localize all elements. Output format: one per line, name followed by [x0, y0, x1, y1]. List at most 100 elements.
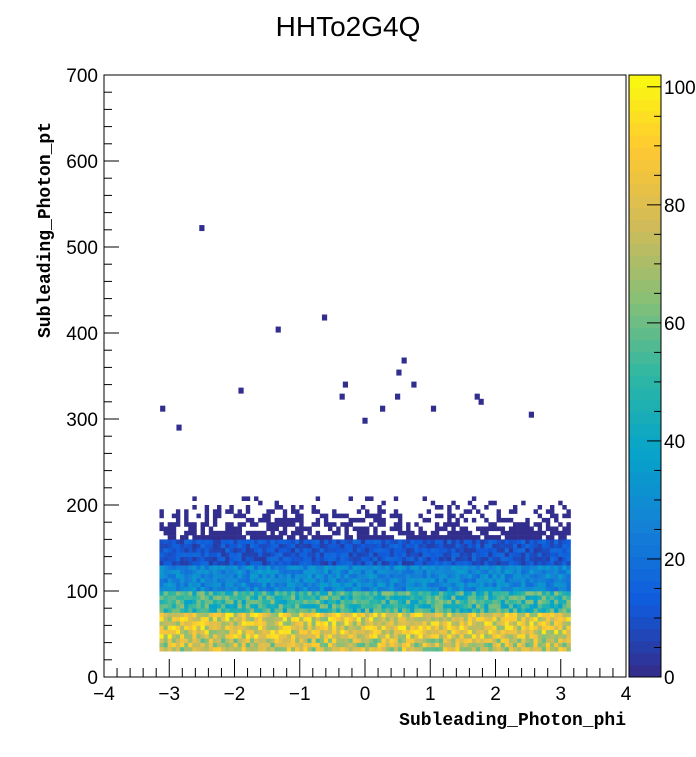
heatmap-cell — [545, 612, 551, 618]
heatmap-cell — [562, 625, 567, 630]
heatmap-cell — [422, 573, 427, 579]
heatmap-cell — [467, 642, 473, 648]
heatmap-cell — [184, 539, 189, 544]
heatmap-cell — [266, 634, 271, 639]
heatmap-cell — [171, 526, 177, 532]
heatmap-cell — [229, 591, 234, 596]
heatmap-cell — [562, 612, 567, 618]
heatmap-cell — [233, 578, 238, 583]
heatmap-cell — [295, 621, 300, 626]
heatmap-cell — [291, 608, 296, 613]
heatmap-cell — [212, 565, 218, 570]
heatmap-cell — [315, 548, 321, 553]
heatmap-cell — [307, 556, 312, 562]
colorbar-band — [629, 640, 661, 654]
heatmap-cell — [204, 646, 210, 652]
heatmap-cell — [562, 638, 567, 643]
heatmap-cell — [397, 569, 403, 575]
heatmap-cell — [500, 526, 506, 532]
heatmap-cell — [512, 608, 518, 613]
heatmap-cell — [369, 578, 374, 583]
heatmap-cell — [200, 556, 205, 562]
heatmap-cell — [356, 621, 362, 626]
heatmap-cell — [192, 625, 197, 630]
heatmap-cell — [286, 565, 292, 570]
heatmap-cell — [480, 616, 485, 622]
heatmap-cell — [455, 586, 460, 592]
heatmap-cell — [365, 582, 370, 587]
heatmap-cell — [159, 616, 164, 622]
heatmap-cell — [385, 569, 390, 575]
heatmap-cell — [352, 591, 358, 596]
heatmap-cell — [406, 582, 411, 587]
heatmap-cell — [459, 642, 464, 648]
heatmap-cell — [537, 530, 543, 536]
heatmap-cell — [549, 530, 555, 536]
heatmap-cell — [467, 509, 473, 514]
heatmap-cell — [192, 530, 197, 536]
heatmap-cell — [188, 573, 193, 579]
heatmap-cell — [217, 616, 222, 622]
heatmap-cell — [422, 634, 427, 639]
heatmap-cell — [381, 646, 386, 652]
heatmap-cell — [360, 621, 366, 626]
heatmap-cell — [562, 560, 567, 566]
heatmap-cell — [455, 612, 460, 618]
heatmap-cell — [328, 522, 333, 527]
heatmap-cell — [356, 646, 362, 652]
heatmap-cell — [438, 642, 444, 648]
heatmap-cell — [525, 548, 530, 553]
heatmap-cell — [212, 595, 218, 600]
heatmap-cell — [188, 548, 193, 553]
heatmap-cell — [245, 586, 251, 592]
heatmap-cell — [385, 616, 390, 622]
heatmap-cell — [254, 560, 259, 566]
heatmap-cell — [344, 569, 349, 575]
heatmap-cell — [512, 560, 518, 566]
heatmap-cell — [245, 646, 251, 652]
heatmap-cell — [200, 616, 205, 622]
heatmap-cell — [537, 548, 543, 553]
heatmap-cell — [369, 616, 374, 622]
heatmap-cell — [484, 526, 489, 532]
heatmap-cell — [422, 625, 427, 630]
heatmap-cell — [233, 556, 238, 562]
heatmap-cell — [258, 629, 263, 635]
heatmap-cell — [508, 565, 514, 570]
heatmap-cell — [245, 642, 251, 648]
heatmap-cell — [221, 646, 226, 652]
heatmap-cell — [360, 517, 366, 523]
colorbar-border — [628, 74, 662, 678]
heatmap-cell — [492, 642, 497, 648]
heatmap-cell — [521, 578, 526, 583]
heatmap-cell — [541, 578, 547, 583]
heatmap-cell — [393, 582, 399, 587]
heatmap-cell — [299, 569, 304, 575]
heatmap-cell — [282, 608, 288, 613]
heatmap-cell — [512, 539, 518, 544]
heatmap-cell — [336, 642, 341, 648]
heatmap-cell — [426, 591, 432, 596]
heatmap-cell — [184, 603, 189, 609]
heatmap-cell — [188, 646, 193, 652]
heatmap-cell — [406, 595, 411, 600]
heatmap-cell — [208, 612, 214, 618]
heatmap-cell — [455, 569, 460, 575]
heatmap-cell — [377, 573, 382, 579]
heatmap-cell — [180, 565, 185, 570]
heatmap-cell — [286, 608, 292, 613]
heatmap-cell — [311, 505, 316, 510]
heatmap-cell — [360, 505, 366, 510]
heatmap-cell — [291, 505, 296, 510]
heatmap-cell — [389, 616, 395, 622]
heatmap-cell — [496, 638, 501, 643]
heatmap-cell — [438, 535, 444, 540]
heatmap-cell — [192, 543, 197, 549]
heatmap-cell — [488, 565, 493, 570]
heatmap-cell — [307, 621, 312, 626]
heatmap-cell — [344, 560, 349, 566]
heatmap-cell — [295, 591, 300, 596]
heatmap-cell — [237, 582, 242, 587]
heatmap-cell — [434, 505, 440, 510]
heatmap-cell — [463, 535, 469, 540]
